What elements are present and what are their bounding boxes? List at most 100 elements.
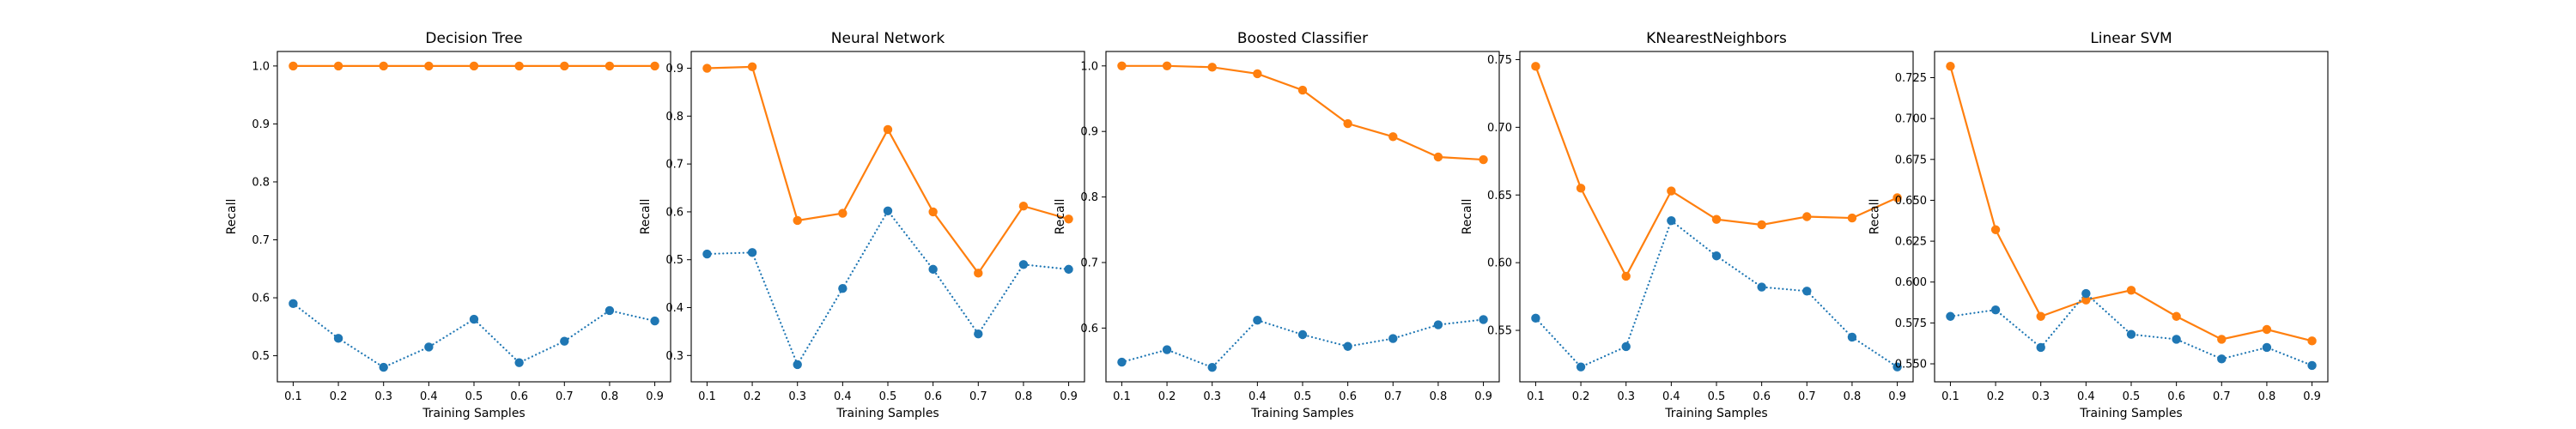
data-point <box>1711 251 1722 261</box>
data-point <box>1433 320 1443 329</box>
x-axis-label: Training Samples <box>1664 407 1767 420</box>
data-point <box>1388 334 1398 343</box>
x-tick-label: 0.2 <box>1158 390 1176 403</box>
x-tick-label: 0.1 <box>698 390 716 403</box>
data-point <box>1576 362 1586 372</box>
x-tick-label: 0.7 <box>969 390 987 403</box>
data-point <box>1802 287 1812 296</box>
x-tick-label: 0.8 <box>1015 390 1033 403</box>
x-tick-label: 0.1 <box>1527 390 1545 403</box>
y-tick-label: 0.725 <box>1895 72 1927 85</box>
data-point <box>1711 214 1722 224</box>
series-line-orange <box>1949 65 2312 342</box>
x-tick-label: 0.6 <box>1753 390 1771 403</box>
x-tick-label: 0.9 <box>646 390 664 403</box>
data-point <box>1018 202 1029 211</box>
data-point <box>1433 152 1443 162</box>
data-point <box>1117 357 1127 367</box>
y-tick-label: 0.550 <box>1895 359 1927 372</box>
y-tick-label: 0.8 <box>665 111 683 124</box>
data-point <box>333 61 343 71</box>
x-tick-label: 0.5 <box>1294 390 1312 403</box>
x-tick-label: 0.9 <box>2303 390 2321 403</box>
y-tick-label: 0.7 <box>1080 257 1098 269</box>
x-tick-label: 0.6 <box>1339 390 1357 403</box>
data-point <box>289 61 298 71</box>
series-line-blue <box>292 302 656 369</box>
data-point <box>2036 342 2045 353</box>
data-point <box>605 305 615 316</box>
y-axis-label: Recall <box>1054 199 1067 235</box>
y-axis-label: Recall <box>1461 199 1474 235</box>
data-point <box>1297 329 1308 340</box>
x-axis-label: Training Samples <box>422 407 525 420</box>
data-point <box>1064 214 1073 224</box>
y-tick-label: 0.4 <box>665 302 683 315</box>
data-point <box>2036 311 2045 321</box>
data-point <box>650 316 659 326</box>
axes-frame <box>276 51 671 383</box>
x-tick-label: 0.7 <box>2213 390 2231 403</box>
data-point <box>333 334 343 343</box>
x-tick-label: 0.5 <box>465 390 483 403</box>
data-point <box>2172 311 2181 321</box>
data-point <box>1162 61 1172 71</box>
data-point <box>1388 132 1398 142</box>
y-tick-label: 0.700 <box>1895 113 1927 126</box>
y-tick-label: 0.5 <box>252 350 270 363</box>
y-tick-label: 0.7 <box>665 159 683 172</box>
data-point <box>1343 118 1352 129</box>
data-point <box>605 61 615 71</box>
y-tick-label: 0.5 <box>665 254 683 267</box>
data-point <box>424 342 434 352</box>
data-point <box>1893 362 1902 372</box>
data-point <box>2126 329 2136 339</box>
data-point <box>1621 341 1631 352</box>
y-tick-label: 1.0 <box>1080 60 1098 73</box>
x-tick-label: 0.3 <box>1203 390 1221 403</box>
x-tick-label: 0.4 <box>420 390 438 403</box>
x-tick-label: 0.4 <box>2077 390 2095 403</box>
chart-title: KNearestNeighbors <box>1646 30 1787 47</box>
data-point <box>974 329 983 339</box>
series-line-blue <box>1534 219 1899 368</box>
data-point <box>1802 212 1812 221</box>
data-point <box>1990 305 2001 315</box>
data-point <box>2262 342 2272 353</box>
data-point <box>793 215 802 226</box>
x-tick-label: 0.7 <box>1384 390 1402 403</box>
series-line-orange <box>707 65 1069 275</box>
axes-frame <box>690 51 1085 383</box>
y-axis-label: Recall <box>225 199 239 235</box>
y-tick-label: 0.55 <box>1487 325 1512 338</box>
data-point <box>1847 213 1857 223</box>
x-tick-label: 0.7 <box>1798 390 1816 403</box>
series-line-blue <box>1121 318 1485 369</box>
data-point <box>1667 216 1676 226</box>
x-tick-label: 0.7 <box>556 390 574 403</box>
chart-panel-4: 0.1 0.2 0.3 0.4 0.5 0.6 0.7 0.8 0.9 0.55 0.60 0.65 0… <box>1461 30 1914 420</box>
x-tick-label: 0.5 <box>1708 390 1726 403</box>
x-tick-label: 0.5 <box>2123 390 2141 403</box>
y-tick-label: 0.7 <box>252 234 270 247</box>
data-point <box>2172 335 2181 344</box>
data-point <box>702 249 712 259</box>
x-tick-label: 0.9 <box>1060 390 1078 403</box>
y-tick-label: 0.625 <box>1895 236 1927 249</box>
data-point <box>1621 271 1631 281</box>
chart-title: Decision Tree <box>425 30 522 47</box>
x-tick-label: 0.9 <box>1474 390 1492 403</box>
data-point <box>514 61 524 71</box>
x-tick-label: 0.8 <box>1430 390 1448 403</box>
data-point <box>1576 184 1586 193</box>
y-tick-label: 1.0 <box>252 60 270 73</box>
data-point <box>2262 324 2272 335</box>
data-point <box>469 61 479 71</box>
data-point <box>747 248 757 257</box>
data-point <box>1946 311 1955 321</box>
y-tick-label: 0.575 <box>1895 317 1927 330</box>
data-point <box>1117 61 1127 71</box>
series-line-blue <box>706 208 1070 367</box>
data-point <box>2081 288 2091 299</box>
x-tick-label: 0.4 <box>834 390 852 403</box>
